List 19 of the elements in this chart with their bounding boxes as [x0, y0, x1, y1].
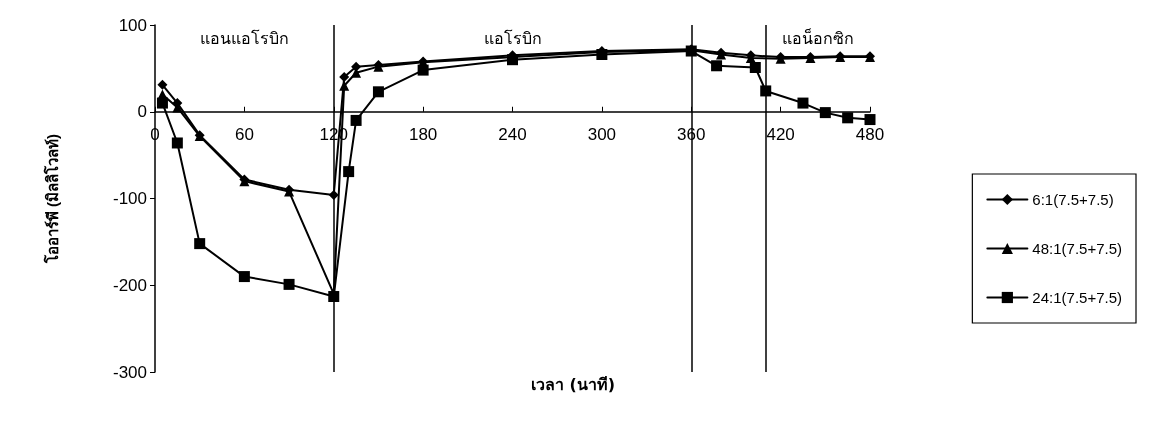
x-tick-label: 480	[855, 124, 885, 144]
x-tick-label: 420	[766, 124, 795, 144]
annotation: แอนแอโรบิก	[199, 28, 289, 48]
y-tick-label: 100	[118, 15, 147, 35]
legend-label: 6:1(7.5+7.5)	[1032, 191, 1114, 208]
y-tick-label: -100	[112, 189, 147, 208]
legend-label: 48:1(7.5+7.5)	[1032, 240, 1123, 257]
y-axis-title: โออาร์พี (มิลลิโวลท์)	[43, 133, 61, 265]
y-tick-label: -200	[112, 275, 147, 295]
y-tick-label: -300	[112, 362, 147, 382]
annotation: แอโรบิก	[483, 28, 542, 48]
x-axis-title: เวลา (นาที)	[530, 374, 616, 394]
annotation: แอน็อกซิก	[781, 27, 854, 48]
x-tick-label: 240	[498, 124, 527, 144]
x-tick-label: 300	[587, 124, 617, 144]
y-tick-label: 0	[137, 102, 147, 122]
x-tick-label: 180	[408, 124, 438, 144]
x-tick-label: 60	[234, 124, 254, 144]
legend-label: 24:1(7.5+7.5)	[1032, 289, 1123, 306]
